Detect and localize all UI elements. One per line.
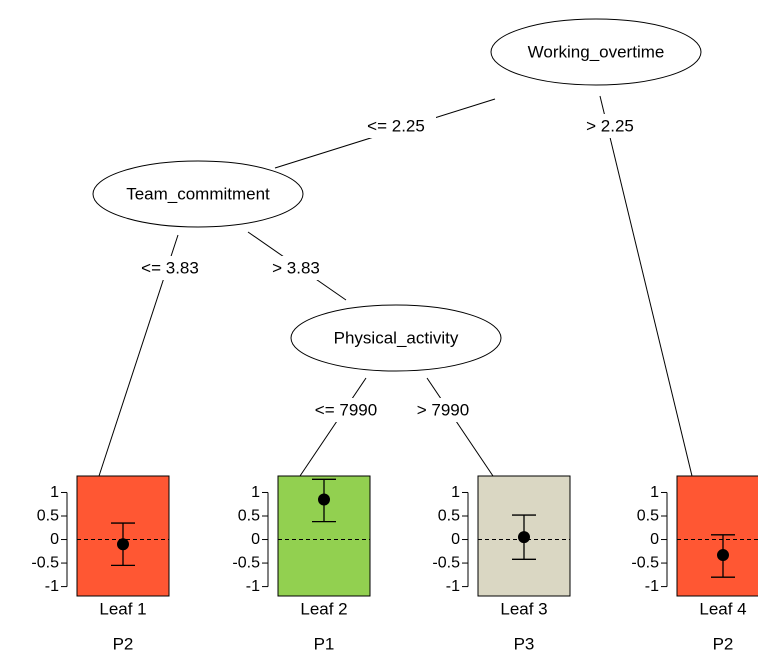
y-tick-label: -1 xyxy=(446,578,460,595)
edge-label: > 7990 xyxy=(417,401,469,420)
y-tick-label: 0 xyxy=(451,531,460,548)
edge-label: <= 7990 xyxy=(315,401,377,420)
nodes-layer: Working_overtime Team_commitment Physical_… xyxy=(92,18,702,372)
y-tick-label: 0 xyxy=(50,531,59,548)
estimate-point xyxy=(518,531,530,544)
leaf-group-label: P2 xyxy=(713,635,734,654)
edge-label-background xyxy=(405,398,481,422)
y-tick-label: -1 xyxy=(45,578,59,595)
edge-label: <= 3.83 xyxy=(141,259,199,278)
y-tick-label: -0.5 xyxy=(432,555,460,572)
y-tick-label: -1 xyxy=(246,578,260,595)
leaf-panel-leaf1: 1 0.5 0 -0.5 -1 Leaf 1 P2 xyxy=(31,475,170,654)
leaf-label: Leaf 3 xyxy=(500,600,547,619)
y-tick-label: 1 xyxy=(650,484,659,501)
edge-label: > 2.25 xyxy=(586,117,634,136)
leaf-group-label: P1 xyxy=(314,635,335,654)
edge-label-background xyxy=(578,114,642,138)
y-tick-label: 0.5 xyxy=(438,508,460,525)
y-tick-label: 0.5 xyxy=(37,508,59,525)
leaf-label: Leaf 1 xyxy=(99,600,146,619)
y-tick-label: -1 xyxy=(645,578,659,595)
split-node-label: Team_commitment xyxy=(126,185,270,204)
y-tick-label: 0 xyxy=(251,531,260,548)
edge-n3-leaf2 xyxy=(299,377,367,477)
split-node-label: Working_overtime xyxy=(528,43,665,62)
leaf-label: Leaf 4 xyxy=(699,600,746,619)
y-tick-label: 1 xyxy=(451,484,460,501)
edge-label-background xyxy=(356,114,436,138)
y-tick-label: 0.5 xyxy=(637,508,659,525)
y-tick-label: 0 xyxy=(650,531,659,548)
edge-label-background xyxy=(130,256,210,280)
leaf-panel-leaf3: 1 0.5 0 -0.5 -1 Leaf 3 P3 xyxy=(432,475,571,654)
y-tick-label: -0.5 xyxy=(631,555,659,572)
y-tick-label: -0.5 xyxy=(31,555,59,572)
leaf-group-label: P2 xyxy=(113,635,134,654)
y-tick-label: -0.5 xyxy=(232,555,260,572)
edge-n1-leaf4 xyxy=(599,95,693,477)
estimate-point xyxy=(717,549,729,562)
edge-n3-leaf3 xyxy=(426,377,494,477)
edge-label-background xyxy=(303,398,389,422)
y-tick-label: 1 xyxy=(50,484,59,501)
leaf-panel-leaf2: 1 0.5 0 -0.5 -1 Leaf 2 P1 xyxy=(232,475,371,654)
estimate-point xyxy=(318,493,330,506)
edges-layer xyxy=(98,95,693,477)
leaf-box xyxy=(676,475,758,597)
split-node-n2 xyxy=(92,160,304,228)
edge-label-background xyxy=(260,256,332,280)
leaves-layer: 1 0.5 0 -0.5 -1 Leaf 1 P2 1 0.5 0 -0.5 -1 Leaf 2 P1 1 0… xyxy=(31,475,758,654)
y-tick-label: 1 xyxy=(251,484,260,501)
y-tick-label: 0.5 xyxy=(238,508,260,525)
edge-label: <= 2.25 xyxy=(367,117,425,136)
estimate-point xyxy=(117,538,129,551)
split-node-n1 xyxy=(490,18,702,86)
leaf-panel-leaf4: 1 0.5 0 -0.5 -1 Leaf 4 P2 xyxy=(631,475,758,654)
leaf-label: Leaf 2 xyxy=(300,600,347,619)
leaf-group-label: P3 xyxy=(514,635,535,654)
split-node-label: Physical_activity xyxy=(334,329,459,348)
edge-labels-layer: <= 2.25 > 2.25 <= 3.83 > 3.83 <= 7990 > 7990 xyxy=(130,114,642,422)
split-node-n3 xyxy=(290,304,502,372)
edge-label: > 3.83 xyxy=(272,259,320,278)
